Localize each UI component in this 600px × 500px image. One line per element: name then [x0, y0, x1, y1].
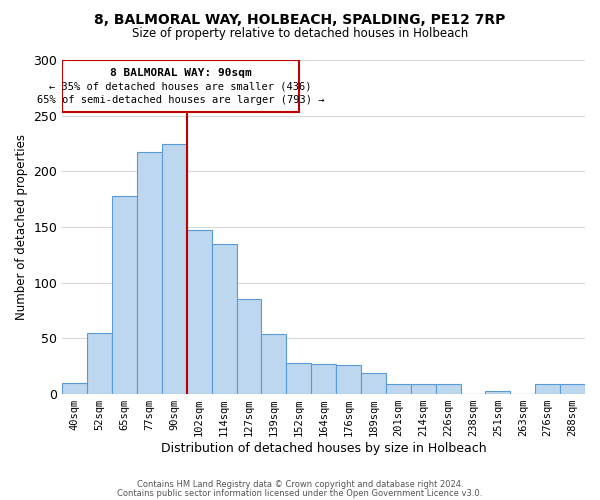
Bar: [137, 152, 162, 394]
Text: Contains HM Land Registry data © Crown copyright and database right 2024.: Contains HM Land Registry data © Crown c…: [137, 480, 463, 489]
Bar: [535, 384, 560, 394]
Bar: [311, 364, 336, 394]
Text: ← 35% of detached houses are smaller (436): ← 35% of detached houses are smaller (43…: [49, 81, 312, 91]
Bar: [112, 196, 137, 394]
Bar: [336, 365, 361, 394]
Bar: [262, 334, 286, 394]
Bar: [411, 384, 436, 394]
Bar: [162, 144, 187, 394]
FancyBboxPatch shape: [62, 60, 299, 112]
Text: 8, BALMORAL WAY, HOLBEACH, SPALDING, PE12 7RP: 8, BALMORAL WAY, HOLBEACH, SPALDING, PE1…: [94, 12, 506, 26]
Bar: [87, 333, 112, 394]
Bar: [187, 230, 212, 394]
Text: 8 BALMORAL WAY: 90sqm: 8 BALMORAL WAY: 90sqm: [110, 68, 251, 78]
Bar: [436, 384, 461, 394]
X-axis label: Distribution of detached houses by size in Holbeach: Distribution of detached houses by size …: [161, 442, 487, 455]
Text: Contains public sector information licensed under the Open Government Licence v3: Contains public sector information licen…: [118, 488, 482, 498]
Bar: [286, 363, 311, 394]
Bar: [62, 383, 87, 394]
Bar: [361, 373, 386, 394]
Bar: [560, 384, 585, 394]
Y-axis label: Number of detached properties: Number of detached properties: [15, 134, 28, 320]
Text: Size of property relative to detached houses in Holbeach: Size of property relative to detached ho…: [132, 28, 468, 40]
Bar: [236, 300, 262, 394]
Bar: [212, 244, 236, 394]
Bar: [386, 384, 411, 394]
Bar: [485, 390, 511, 394]
Text: 65% of semi-detached houses are larger (793) →: 65% of semi-detached houses are larger (…: [37, 94, 324, 104]
